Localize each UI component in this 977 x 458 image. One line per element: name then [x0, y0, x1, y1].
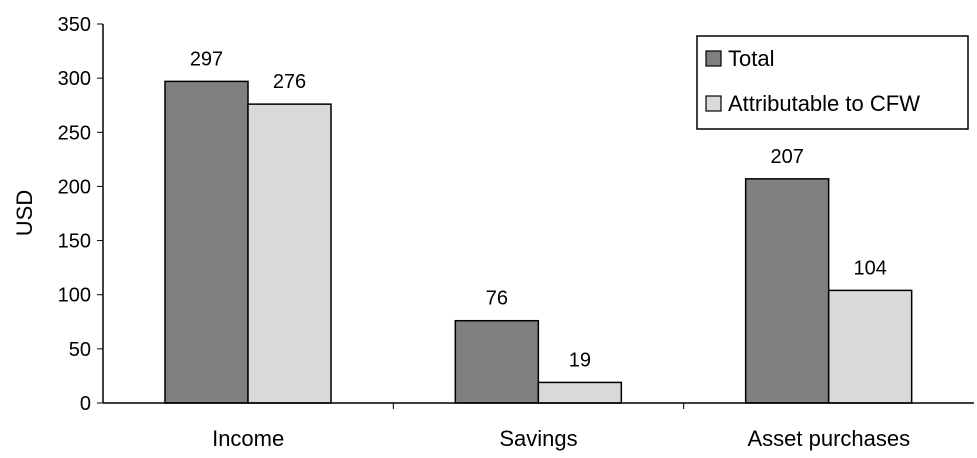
data-label: 19 — [569, 349, 591, 371]
legend: Total Attributable to CFW — [696, 35, 969, 130]
data-label: 276 — [273, 71, 306, 93]
bar — [247, 103, 332, 404]
y-tick-label: 200 — [58, 176, 91, 198]
y-axis-ticks: 0 50 100 150 200 250 300 350 — [58, 14, 103, 415]
bar — [744, 178, 830, 404]
axes — [102, 24, 974, 409]
y-axis-title: USD — [12, 190, 37, 236]
legend-label: Total — [728, 46, 774, 71]
y-tick-label: 100 — [58, 285, 91, 307]
y-tick-label: 0 — [80, 393, 91, 415]
y-tick-label: 50 — [69, 339, 91, 361]
category-label: Asset purchases — [748, 426, 911, 451]
bar — [827, 289, 913, 404]
data-label: 104 — [853, 257, 886, 279]
y-tick-label: 350 — [58, 14, 91, 36]
legend-box — [696, 35, 969, 130]
legend-swatch — [705, 50, 722, 67]
bar — [454, 319, 540, 404]
y-tick-label: 250 — [58, 122, 91, 144]
category-label: Savings — [499, 426, 577, 451]
data-label: 297 — [190, 48, 223, 70]
bar — [164, 80, 249, 404]
legend-label: Attributable to CFW — [728, 91, 920, 116]
y-tick-label: 300 — [58, 68, 91, 90]
data-label: 207 — [770, 146, 803, 168]
y-tick-label: 150 — [58, 231, 91, 253]
bars — [164, 80, 913, 404]
category-labels: Income Savings Asset purchases — [212, 426, 910, 451]
bar — [537, 381, 623, 404]
data-label: 76 — [486, 288, 508, 310]
legend-swatch — [705, 95, 722, 112]
category-label: Income — [212, 426, 284, 451]
data-labels: 297 276 76 19 207 104 — [190, 48, 887, 371]
